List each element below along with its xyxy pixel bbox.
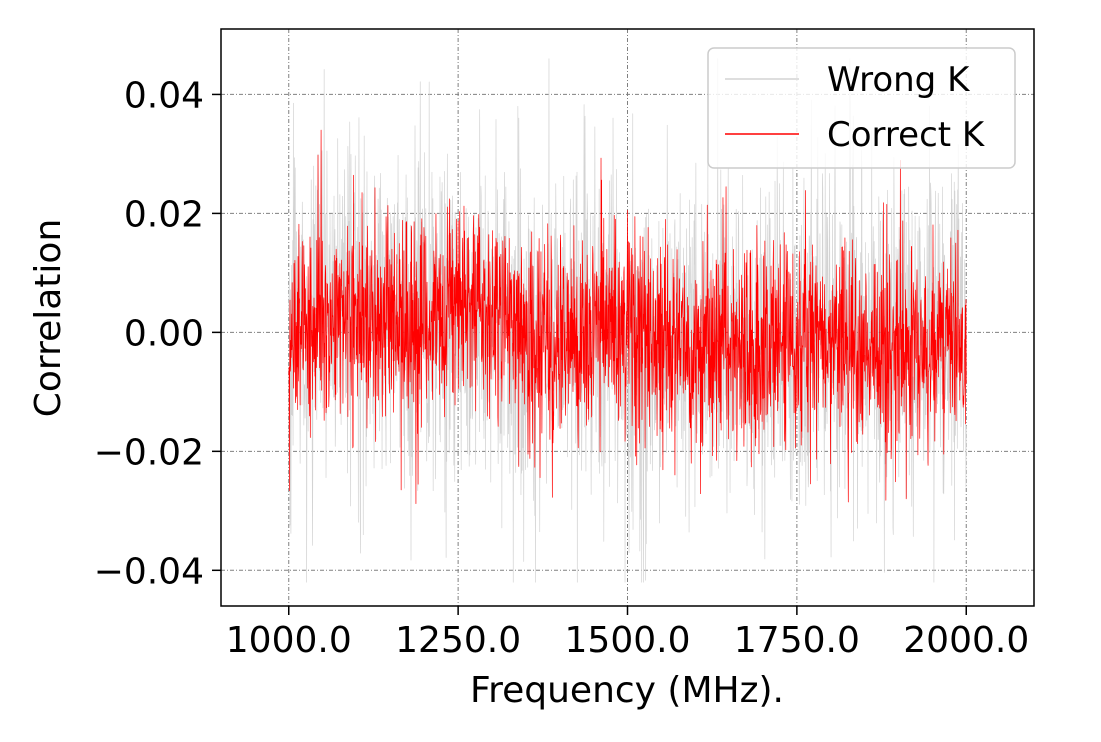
y-tick-label: −0.04 (94, 551, 204, 592)
y-tick-label: 0.02 (124, 194, 204, 235)
x-axis: 1000.0 1250.0 1500.0 1750.0 2000.0 (226, 606, 1029, 661)
x-tick-label: 1000.0 (226, 620, 352, 661)
x-tick-label: 1250.0 (395, 620, 521, 661)
y-axis-label: Correlation (28, 219, 69, 418)
y-tick-label: 0.00 (124, 313, 204, 354)
legend-label-correct-k: Correct K (827, 115, 986, 155)
legend-label-wrong-k: Wrong K (827, 60, 971, 100)
series-line-correct-k (288, 129, 967, 505)
x-axis-label: Frequency (MHz). (470, 670, 784, 711)
y-tick-label: 0.04 (124, 75, 204, 116)
legend-box (707, 47, 1016, 169)
x-tick-label: 2000.0 (903, 620, 1029, 661)
y-axis: −0.04 −0.02 0.00 0.02 0.04 (94, 75, 221, 592)
y-tick-label: −0.02 (94, 432, 204, 473)
legend: Wrong K Correct K (707, 47, 1016, 169)
x-tick-label: 1750.0 (734, 620, 860, 661)
x-tick-label: 1500.0 (565, 620, 691, 661)
series-line-wrong-k (288, 58, 967, 583)
series-layer (288, 58, 967, 583)
